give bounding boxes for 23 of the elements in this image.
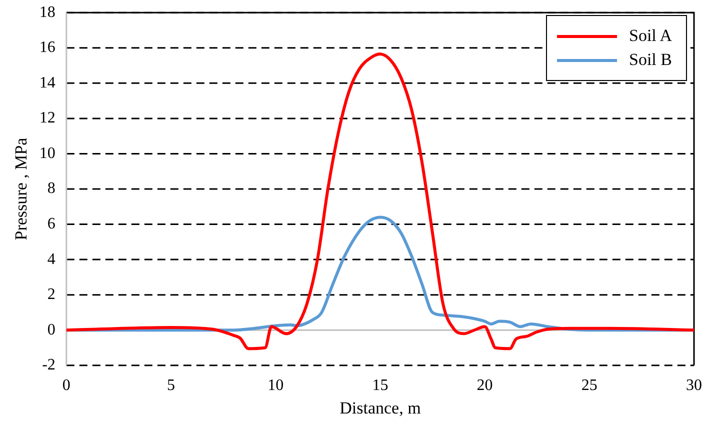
y-tick-label: 16 [39,39,56,56]
y-tick-label: 10 [39,144,56,162]
y-tick-label: 8 [47,180,56,198]
x-tick-label: 5 [167,377,175,394]
y-tick-label: -2 [42,356,56,374]
y-tick-label: 4 [47,250,56,268]
y-axis-title: Pressure , MPa [12,137,31,240]
x-tick-label: 30 [686,377,702,394]
x-tick-label: 10 [268,377,284,394]
line-series [66,52,694,350]
y-tick-label: 14 [39,74,56,92]
x-axis-title: Distance, m [340,398,421,418]
legend-label: Soil B [629,50,672,70]
y-tick-label: 18 [39,4,56,21]
y-tick-label: 0 [47,321,56,338]
x-tick-label: 15 [372,377,388,394]
x-tick-label: 0 [62,377,70,394]
y-tick-label: 12 [39,110,56,127]
x-tick-label: 25 [581,377,598,394]
y-tick-label: 6 [47,215,56,232]
legend-label: Soil A [629,26,672,46]
y-tick-label: 2 [47,286,56,304]
x-tick-label: 20 [476,377,493,394]
